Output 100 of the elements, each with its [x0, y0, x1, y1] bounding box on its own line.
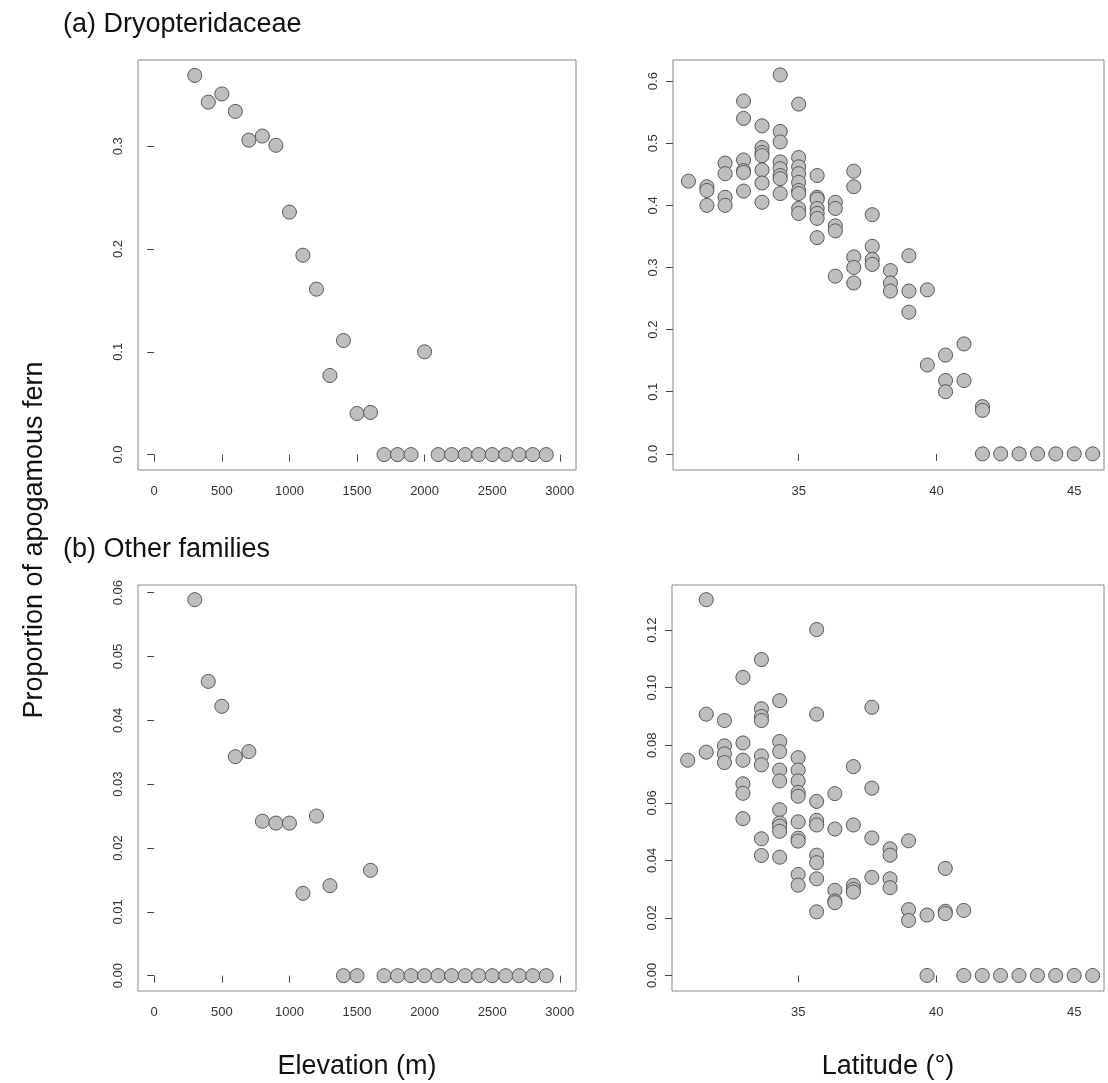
y-tick-label: 0.10 [644, 675, 659, 701]
x-tick-label: 2500 [477, 483, 507, 498]
point [417, 344, 433, 360]
y-tick-label: 0.4 [645, 196, 660, 215]
point [322, 367, 338, 383]
point [444, 447, 460, 463]
y-tick-label: 0.00 [644, 962, 659, 989]
y-tick-label: 0.3 [645, 258, 660, 277]
x-tick-label: 1000 [274, 1004, 304, 1019]
point [390, 447, 406, 463]
point [349, 968, 365, 984]
x-tick-label: 3000 [545, 483, 575, 498]
y-tick-label: 0.06 [644, 790, 659, 816]
point [376, 447, 392, 463]
point [471, 447, 487, 463]
point [417, 968, 433, 984]
point [295, 885, 311, 901]
x-tick-label: 35 [790, 1004, 806, 1019]
point [498, 968, 514, 984]
point [511, 968, 527, 984]
point [187, 592, 203, 608]
x-tick-label: 1000 [274, 483, 304, 498]
point [308, 808, 324, 824]
point [457, 447, 473, 463]
point [241, 744, 257, 760]
point [254, 128, 270, 144]
point [430, 447, 446, 463]
point [444, 968, 460, 984]
x-tick-label: 500 [210, 483, 233, 498]
x-tick-label: 2000 [410, 1004, 440, 1019]
point [254, 813, 270, 829]
y-tick-label: 0.0 [645, 444, 660, 463]
point [241, 132, 257, 148]
y-tick-label: 0.04 [110, 707, 125, 733]
point [403, 968, 419, 984]
chart-title: (b) Other families [63, 532, 271, 563]
point [498, 447, 514, 463]
x-tick-label: 500 [210, 1004, 233, 1019]
y-axis-title: Proportion of apogamous fern [17, 361, 49, 719]
point [295, 247, 311, 263]
y-tick-label: 0.3 [110, 137, 125, 156]
chart-title: (a) Dryopteridaceae [63, 7, 302, 38]
point [336, 333, 351, 349]
y-tick-label: 0.04 [644, 847, 659, 874]
point [268, 137, 284, 153]
y-tick-label: 0.1 [645, 382, 660, 401]
point [308, 281, 324, 297]
y-tick-label: 0.2 [645, 320, 660, 339]
x-tick-label: 1500 [342, 483, 372, 498]
x-axis-title: Latitude (°) [821, 1049, 955, 1080]
point [187, 67, 203, 83]
y-tick-label: 0.0 [110, 445, 125, 464]
point [363, 862, 379, 878]
point [511, 447, 527, 463]
x-tick-label: 2500 [477, 1004, 507, 1019]
x-tick-label: 40 [928, 1004, 944, 1019]
point [457, 968, 473, 984]
y-tick-label: 0.2 [110, 240, 125, 259]
x-tick-label: 1500 [342, 1004, 372, 1019]
point [214, 86, 230, 102]
y-tick-label: 0.08 [644, 732, 659, 758]
point [322, 878, 338, 894]
point [227, 103, 243, 119]
y-tick-label: 0.5 [645, 134, 660, 153]
point [430, 968, 446, 984]
point [214, 698, 230, 714]
y-tick-label: 0.00 [110, 963, 125, 989]
point [538, 968, 554, 984]
x-tick-label: 35 [791, 483, 806, 498]
point [281, 204, 297, 220]
point [363, 404, 379, 420]
x-tick-label: 45 [1067, 483, 1082, 498]
y-tick-label: 0.02 [110, 835, 125, 861]
y-tick-label: 0.01 [110, 899, 125, 925]
point [525, 447, 541, 463]
point [538, 447, 554, 463]
x-axis-title: Elevation (m) [277, 1049, 437, 1080]
x-tick-label: 2000 [410, 483, 440, 498]
point [376, 968, 392, 984]
y-tick-label: 0.1 [110, 342, 125, 361]
x-tick-label: 45 [1066, 1004, 1082, 1019]
point [403, 447, 419, 463]
point [484, 968, 500, 984]
point [281, 815, 297, 831]
point [390, 968, 406, 984]
y-tick-label: 0.03 [110, 771, 125, 797]
y-tick-label: 0.06 [110, 580, 125, 606]
point [471, 968, 487, 984]
y-tick-label: 0.6 [645, 72, 660, 91]
point [200, 94, 216, 110]
x-tick-label: 0 [150, 483, 158, 498]
x-tick-label: 0 [150, 1004, 158, 1019]
point [227, 749, 243, 765]
y-tick-label: 0.02 [644, 905, 659, 931]
point [336, 968, 351, 984]
point [200, 673, 216, 689]
point [268, 815, 284, 831]
y-tick-label: 0.05 [110, 643, 125, 670]
x-tick-label: 40 [929, 483, 944, 498]
point [525, 968, 541, 984]
